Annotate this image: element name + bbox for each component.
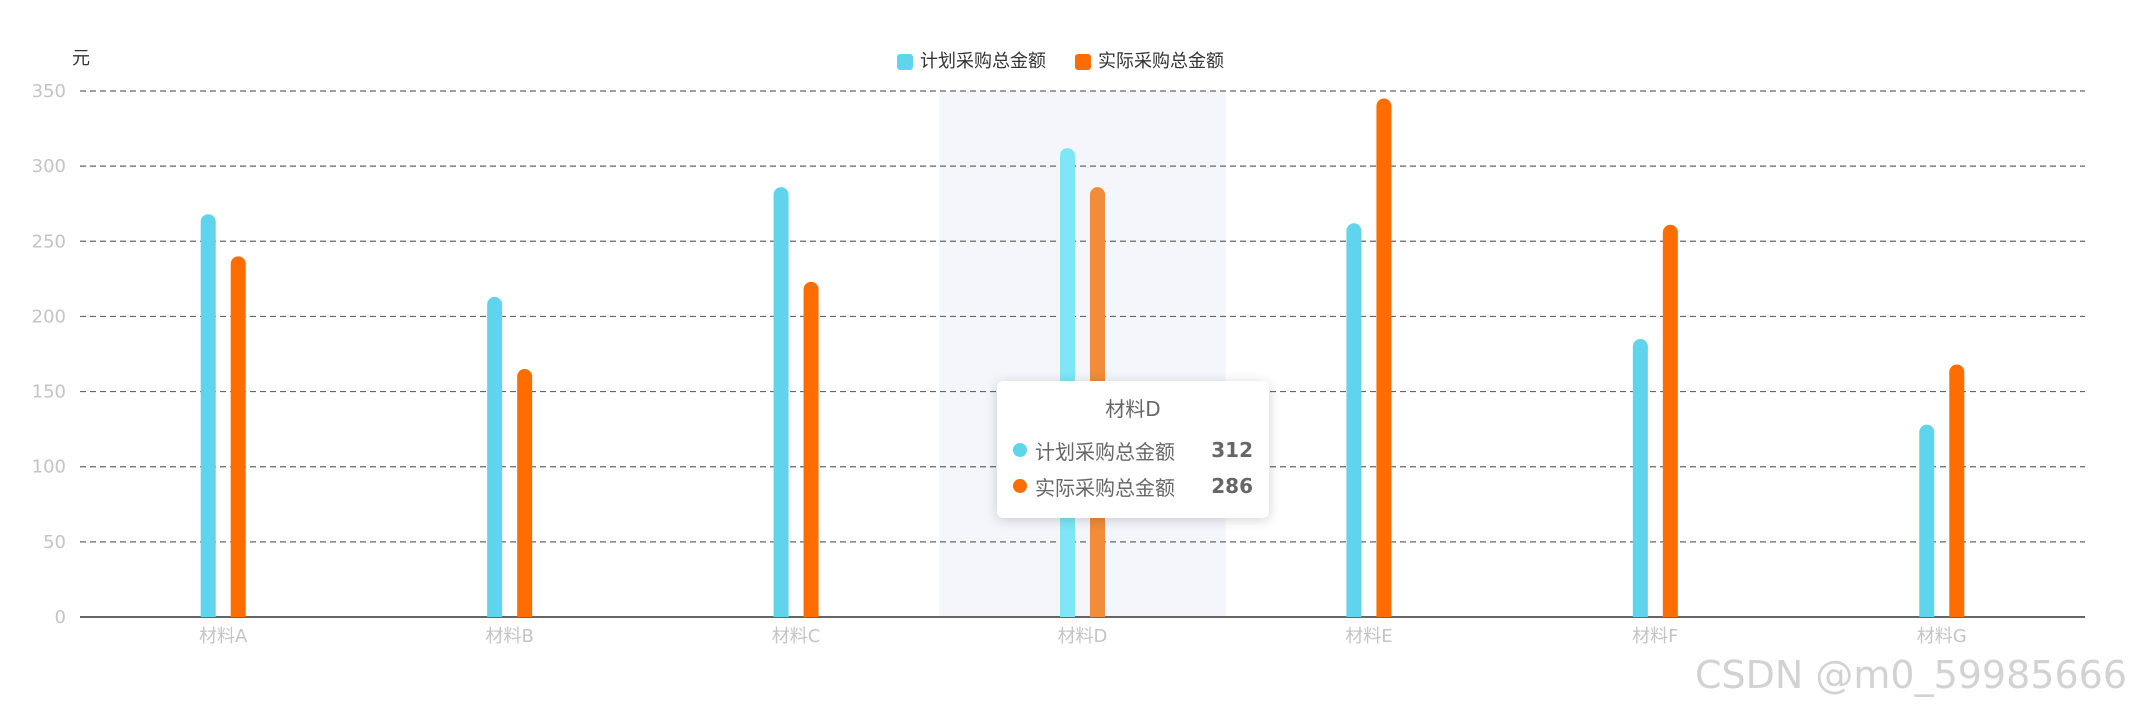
x-tick-label: 材料A xyxy=(199,626,248,647)
bar-planned-3[interactable] xyxy=(773,187,789,618)
hover-highlight-band xyxy=(939,91,1226,617)
bar-planned-2[interactable] xyxy=(487,296,503,617)
bar-actual-3[interactable] xyxy=(803,281,819,617)
y-tick-label: 200 xyxy=(32,306,66,327)
x-tick-label: 材料G xyxy=(1917,626,1967,647)
legend-label: 计划采购总金额 xyxy=(920,51,1046,72)
tooltip-series-value: 312 xyxy=(1211,438,1253,462)
legend[interactable]: 计划采购总金额 实际采购总金额 xyxy=(897,51,1224,72)
legend-item-actual[interactable]: 实际采购总金额 xyxy=(1075,51,1224,72)
y-tick-label: 250 xyxy=(32,231,66,252)
tooltip-dot-icon xyxy=(1013,443,1027,457)
bar-actual-2[interactable] xyxy=(517,369,533,617)
tooltip-row-actual: 实际采购总金额 286 xyxy=(1013,468,1253,504)
tooltip-series-name: 实际采购总金额 xyxy=(1035,475,1175,500)
y-tick-label: 50 xyxy=(43,532,66,553)
bar-planned-1[interactable] xyxy=(200,214,216,617)
legend-item-planned[interactable]: 计划采购总金额 xyxy=(897,51,1046,72)
y-tick-label: 100 xyxy=(32,457,66,478)
y-tick-label: 300 xyxy=(32,156,66,177)
bar-actual-5[interactable] xyxy=(1376,98,1392,618)
x-tick-label: 材料C xyxy=(772,626,821,647)
bar-actual-6[interactable] xyxy=(1662,224,1678,617)
x-tick-label: 材料F xyxy=(1632,626,1678,647)
tooltip-series-name: 计划采购总金额 xyxy=(1035,439,1175,464)
x-tick-label: 材料D xyxy=(1058,626,1108,647)
tooltip-series-value: 286 xyxy=(1211,474,1253,498)
y-axis-ticks: 0 50 100 150 200 250 300 350 xyxy=(32,81,66,628)
legend-swatch-icon xyxy=(897,54,913,70)
tooltip-title: 材料D xyxy=(1105,397,1161,421)
tooltip-dot-icon xyxy=(1013,479,1027,493)
x-tick-label: 材料B xyxy=(485,626,533,647)
bar-planned-7[interactable] xyxy=(1919,424,1935,617)
bar-planned-6[interactable] xyxy=(1632,338,1648,617)
y-tick-label: 0 xyxy=(55,607,66,628)
x-axis-ticks: 材料A 材料B 材料C 材料D 材料E 材料F 材料G xyxy=(199,626,1967,647)
tooltip: 材料D 计划采购总金额 312 实际采购总金额 286 xyxy=(997,381,1269,518)
bar-actual-1[interactable] xyxy=(230,256,246,617)
bars[interactable] xyxy=(200,98,1965,618)
watermark: CSDN @m0_59985666 xyxy=(1694,653,2127,697)
bar-actual-7[interactable] xyxy=(1949,364,1965,617)
legend-label: 实际采购总金额 xyxy=(1098,51,1224,72)
y-tick-label: 150 xyxy=(32,382,66,403)
x-tick-label: 材料E xyxy=(1345,626,1392,647)
y-tick-label: 350 xyxy=(32,81,66,102)
y-axis-unit-label: 元 xyxy=(72,48,90,69)
tooltip-row-planned: 计划采购总金额 312 xyxy=(1013,432,1253,468)
legend-swatch-icon xyxy=(1075,54,1091,70)
bar-planned-5[interactable] xyxy=(1346,223,1362,617)
